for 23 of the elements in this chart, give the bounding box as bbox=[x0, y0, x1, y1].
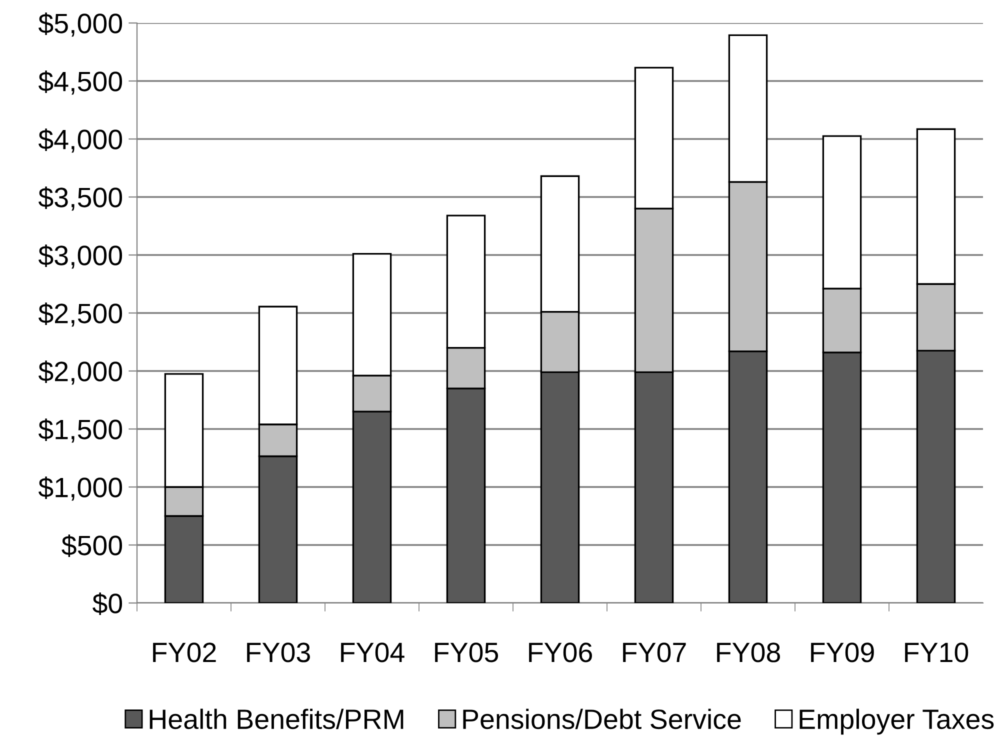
y-tick-label: $1,500 bbox=[38, 418, 122, 443]
x-tick-label: FY08 bbox=[717, 642, 780, 662]
legend-label: Pensions/Debt Service bbox=[463, 708, 741, 730]
y-tick-label: $3,500 bbox=[38, 186, 122, 211]
y-tick-label: $0 bbox=[92, 592, 122, 615]
x-tick-label: FY02 bbox=[153, 642, 216, 662]
y-tick-label: $2,000 bbox=[38, 360, 122, 385]
x-tick-label: FY09 bbox=[811, 642, 874, 662]
legend-label: Employer Taxes bbox=[800, 708, 994, 735]
y-tick-label: $500 bbox=[62, 534, 122, 557]
y-tick-label: $5,000 bbox=[38, 12, 122, 37]
y-tick-label: $1,000 bbox=[38, 476, 122, 501]
y-tick-label: $4,500 bbox=[38, 70, 122, 95]
x-tick-label: FY07 bbox=[623, 642, 686, 662]
legend-label: Health Benefits/PRM bbox=[150, 708, 404, 730]
x-tick-label: FY06 bbox=[529, 642, 592, 662]
x-tick-label: FY10 bbox=[905, 642, 968, 662]
x-tick-label: FY05 bbox=[435, 642, 498, 662]
y-tick-label: $3,000 bbox=[38, 244, 122, 269]
y-tick-label: $2,500 bbox=[38, 302, 122, 327]
y-tick-label: $4,000 bbox=[38, 128, 122, 153]
x-tick-label: FY03 bbox=[247, 642, 310, 662]
x-tick-label: FY04 bbox=[341, 642, 404, 662]
